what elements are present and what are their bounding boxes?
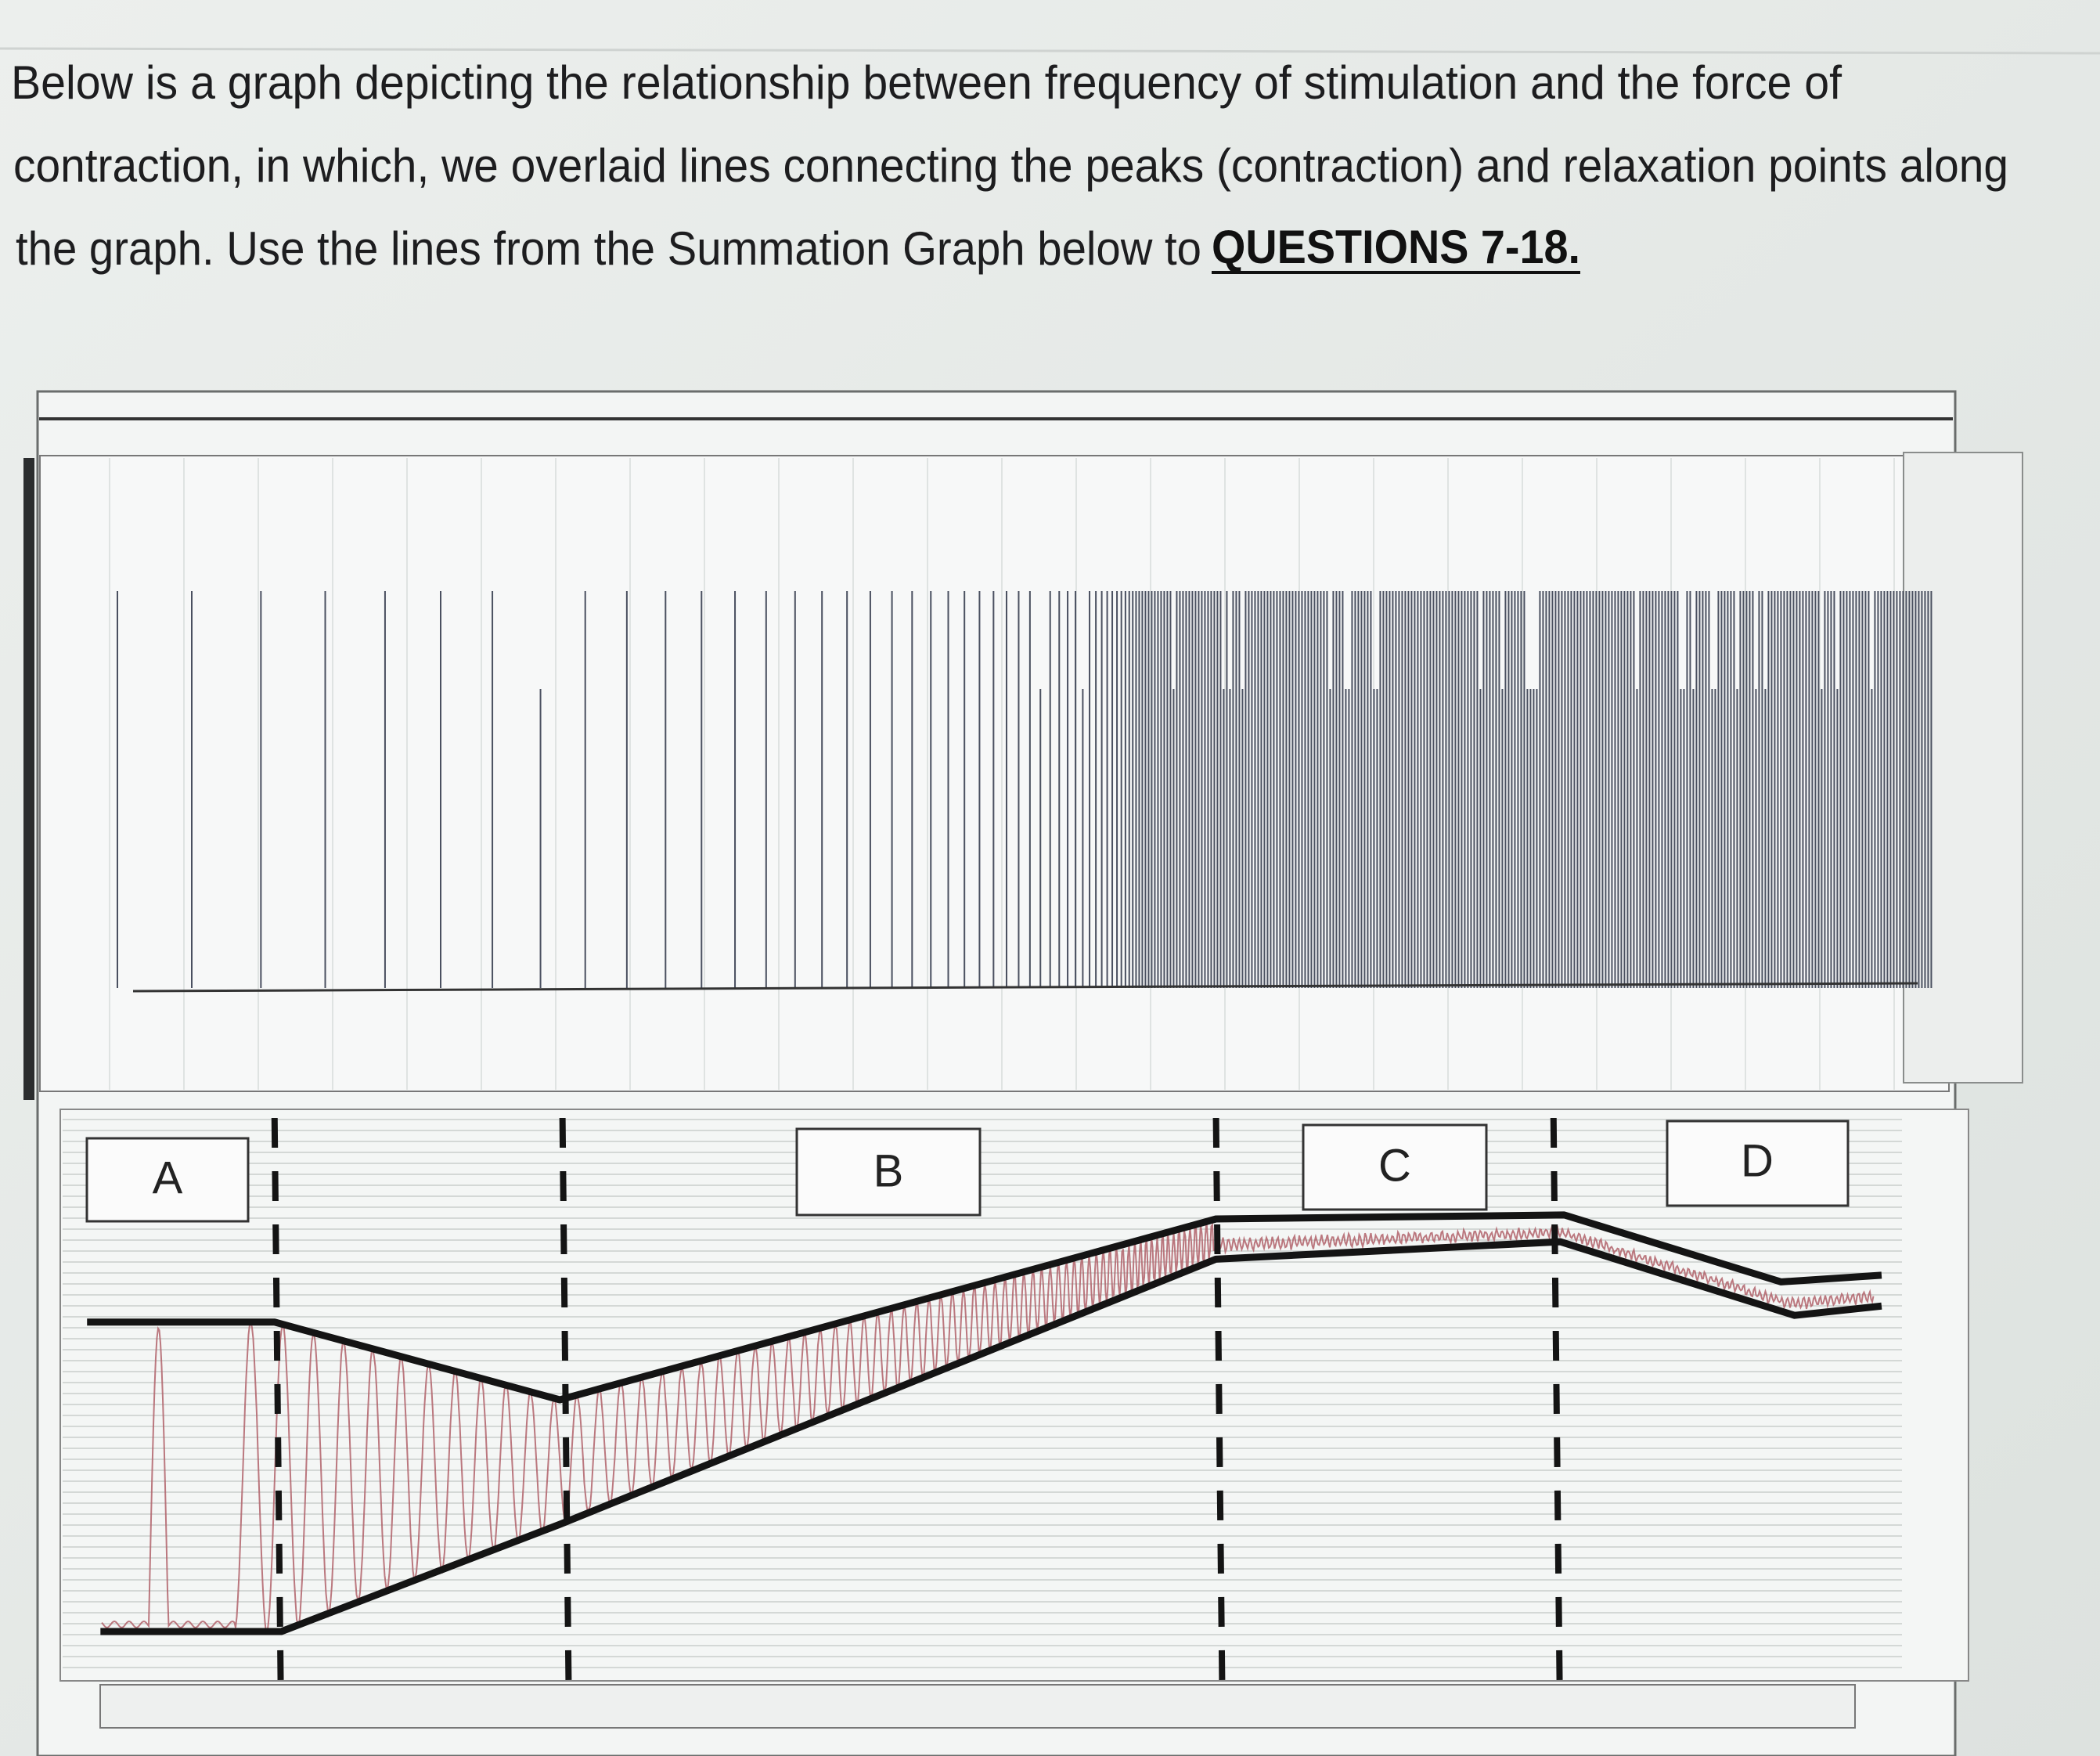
page: Below is a graph depicting the relations… [0,0,2100,1756]
intro-line: the graph. Use the lines from the Summat… [16,222,1201,275]
label: A [153,1152,183,1203]
label: C [1378,1140,1411,1191]
intro-line: contraction, in which, we overlaid lines… [13,139,2008,192]
intro-line: Below is a graph depicting the relations… [11,56,1842,109]
label: B [873,1145,904,1196]
screen: Below is a graph depicting the relations… [0,0,2100,1756]
intro-emphasis: QUESTIONS 7-18. [1212,221,1580,273]
time-axis [100,1685,1855,1728]
label: D [1741,1135,1774,1186]
side-bar [23,458,34,1100]
